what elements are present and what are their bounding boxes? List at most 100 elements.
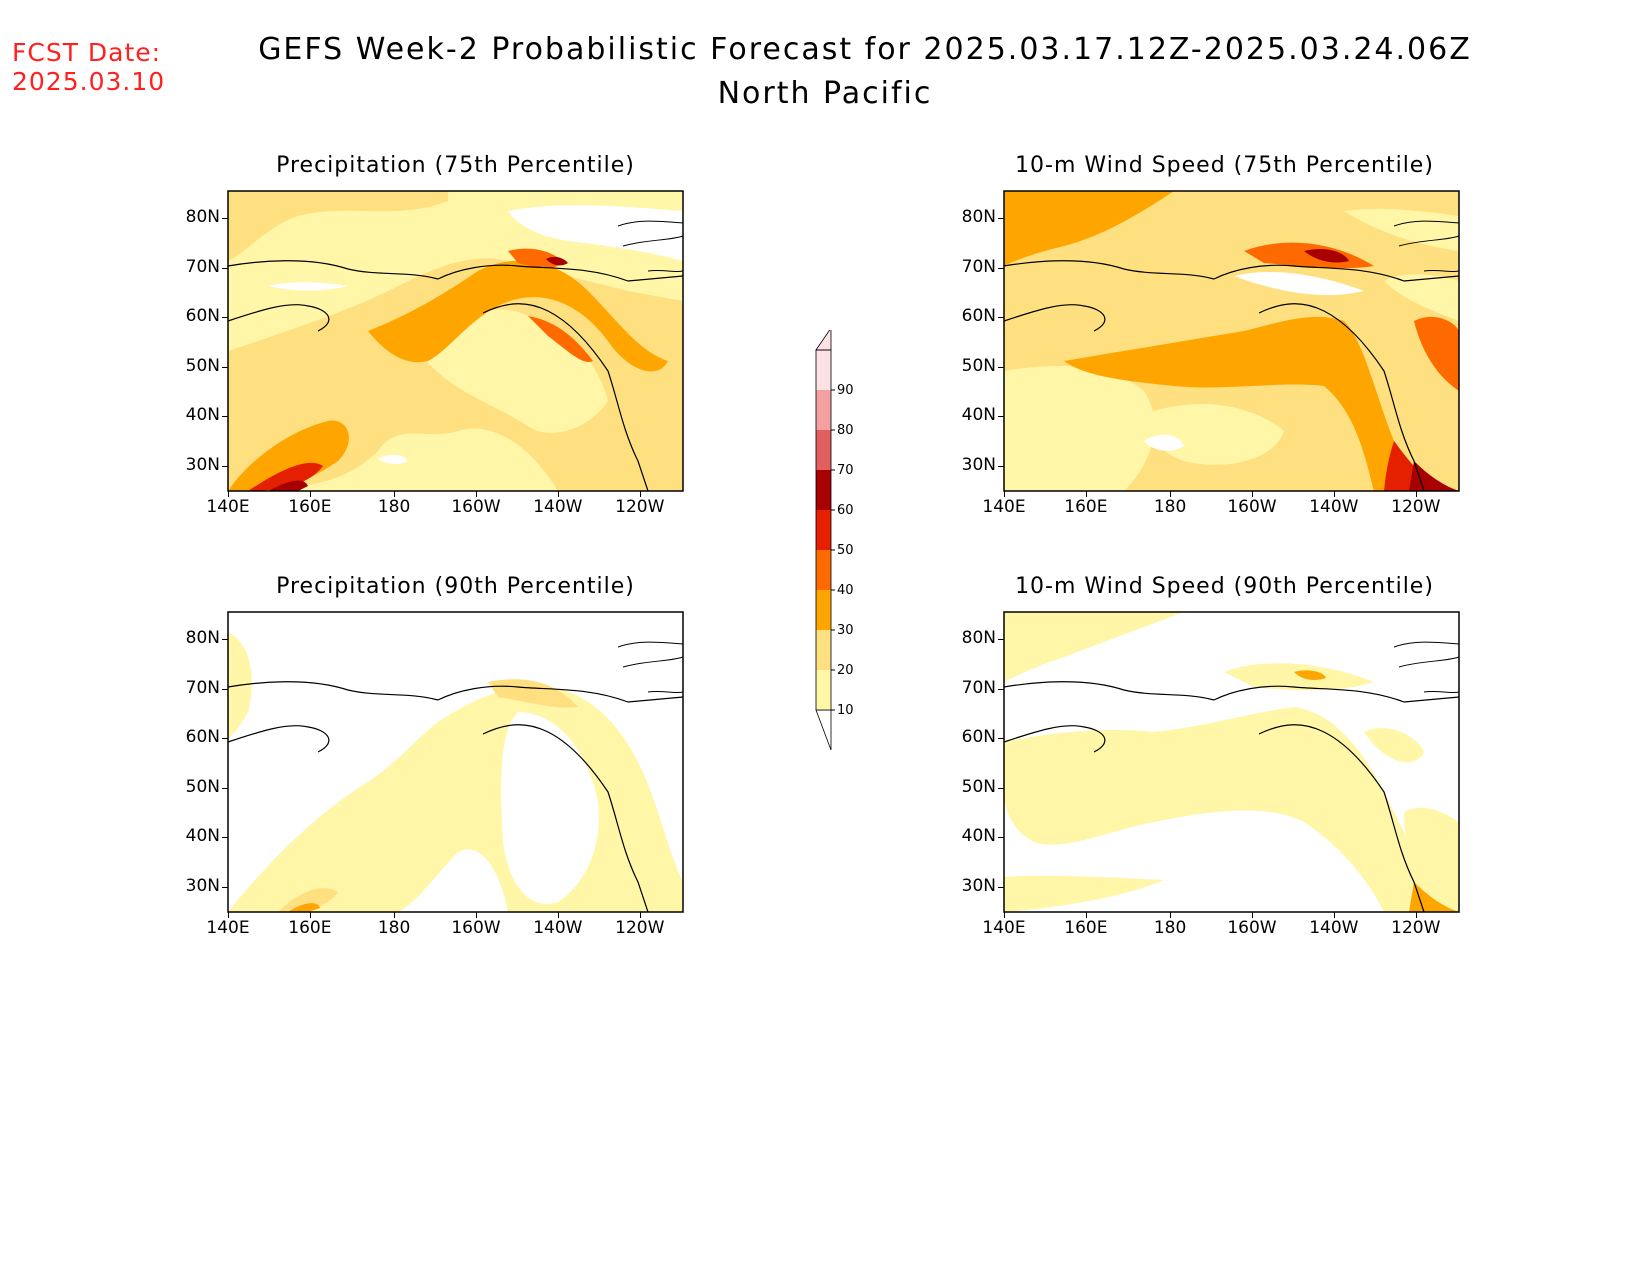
lon-tick-mark (1004, 912, 1005, 918)
colorbar-swatch (816, 390, 831, 430)
lon-tick-label: 160W (1227, 497, 1277, 517)
lon-tick-mark (1251, 912, 1253, 918)
lat-tick-label: 30N (961, 875, 996, 896)
map-precip-75 (227, 190, 684, 492)
lat-tick-label: 60N (961, 727, 996, 747)
colorbar-swatch (816, 670, 831, 710)
lon-tick-mark (639, 912, 641, 918)
lon-tick-label: 160E (288, 497, 332, 517)
lat-tick-mark (222, 366, 228, 368)
map-wind-75 (1003, 190, 1460, 492)
figure-title: GEFS Week-2 Probabilistic Forecast for 2… (258, 32, 1472, 67)
lat-tick-label: 40N (961, 405, 996, 425)
lat-tick-label: 40N (185, 826, 220, 846)
lat-tick-label: 70N (185, 677, 220, 698)
lon-tick-mark (557, 491, 559, 497)
lat-tick-mark (222, 416, 228, 417)
colorbar-swatch (816, 590, 831, 630)
lon-tick-label: 140E (206, 918, 250, 938)
colorbar-label: 80 (837, 423, 854, 438)
lat-tick-label: 80N (185, 628, 220, 648)
lon-tick-label: 120W (1391, 918, 1441, 938)
lat-tick-mark (222, 837, 228, 838)
lon-tick-mark (1415, 912, 1417, 918)
lon-tick-mark (1333, 491, 1335, 497)
lat-tick-mark (222, 738, 228, 739)
colorbar-label: 40 (837, 583, 854, 598)
colorbar-label: 90 (837, 383, 854, 398)
colorbar-swatch (816, 510, 831, 550)
lon-tick-mark (228, 912, 229, 918)
lon-tick-label: 140W (533, 497, 583, 517)
lat-tick-label: 50N (961, 776, 996, 797)
lon-tick-mark (475, 491, 477, 497)
colorbar-label: 20 (837, 663, 854, 678)
lon-tick-label: 160E (288, 918, 332, 938)
lat-tick-label: 80N (961, 628, 996, 648)
lon-tick-label: 140W (1309, 497, 1359, 517)
lon-tick-label: 180 (377, 497, 411, 517)
colorbar: 10 20 30 40 50 60 70 80 90 (815, 330, 854, 750)
colorbar-outline (815, 349, 832, 711)
lon-tick-label: 140E (206, 497, 250, 517)
lon-tick-mark (1415, 491, 1417, 497)
fcst-date-value: 2025.03.10 (12, 67, 166, 96)
lat-tick-mark (998, 317, 1004, 318)
lat-tick-label: 30N (185, 875, 220, 896)
lon-tick-label: 180 (1153, 497, 1187, 517)
colorbar-swatch (816, 430, 831, 470)
lon-tick-mark (475, 912, 477, 918)
lat-tick-label: 70N (961, 677, 996, 698)
colorbar-swatch (816, 550, 831, 590)
lat-tick-label: 60N (185, 306, 220, 326)
lon-tick-mark (1170, 912, 1172, 918)
panel-title-wind-90: 10-m Wind Speed (90th Percentile) (1015, 574, 1434, 599)
lon-tick-mark (309, 491, 311, 497)
lat-tick-label: 80N (961, 207, 996, 227)
colorbar-label: 70 (837, 463, 854, 478)
colorbar-label: 50 (837, 543, 854, 558)
lat-tick-mark (998, 267, 1004, 269)
colorbar-swatch (816, 630, 831, 670)
lon-tick-label: 160E (1064, 918, 1108, 938)
lat-tick-label: 30N (961, 454, 996, 475)
lat-tick-mark (998, 416, 1004, 417)
lon-tick-label: 180 (1153, 918, 1187, 938)
figure-subtitle: North Pacific (717, 76, 933, 111)
lat-tick-label: 50N (185, 776, 220, 797)
colorbar-swatch (816, 350, 831, 390)
lon-tick-mark (309, 912, 311, 918)
lon-tick-mark (1170, 491, 1172, 497)
lat-tick-mark (222, 267, 228, 269)
lon-tick-label: 140W (1309, 918, 1359, 938)
lon-tick-mark (1085, 912, 1087, 918)
lat-tick-mark (222, 639, 228, 640)
lat-tick-label: 70N (961, 256, 996, 277)
lon-tick-label: 120W (1391, 497, 1441, 517)
lon-tick-mark (1251, 491, 1253, 497)
lat-tick-mark (998, 738, 1004, 739)
lat-tick-label: 40N (961, 826, 996, 846)
lat-tick-label: 40N (185, 405, 220, 425)
lat-tick-mark (222, 886, 228, 888)
lat-tick-mark (998, 886, 1004, 888)
lon-tick-label: 140W (533, 918, 583, 938)
map-precip-90 (227, 611, 684, 913)
colorbar-label: 60 (837, 503, 854, 518)
lon-tick-label: 140E (982, 918, 1026, 938)
lon-tick-label: 160W (451, 918, 501, 938)
colorbar-swatch (816, 470, 831, 510)
colorbar-label: 30 (837, 623, 854, 638)
lat-tick-label: 50N (961, 355, 996, 376)
fcst-date-caption: FCST Date: (12, 38, 162, 67)
lon-tick-mark (1333, 912, 1335, 918)
lat-tick-label: 60N (961, 306, 996, 326)
panel-title-precip-90: Precipitation (90th Percentile) (276, 574, 635, 599)
lon-tick-mark (1085, 491, 1087, 497)
lon-tick-label: 160W (1227, 918, 1277, 938)
lat-tick-mark (222, 218, 228, 219)
lon-tick-label: 180 (377, 918, 411, 938)
lat-tick-label: 30N (185, 454, 220, 475)
lat-tick-label: 80N (185, 207, 220, 227)
lat-tick-mark (998, 787, 1004, 789)
